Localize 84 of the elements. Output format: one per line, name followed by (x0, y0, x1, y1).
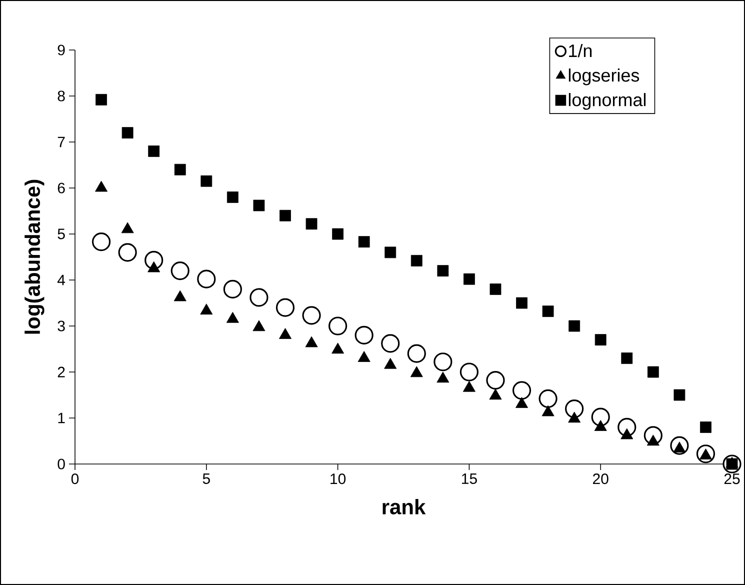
point (121, 222, 134, 234)
point (278, 328, 292, 339)
point (226, 312, 239, 323)
x-tick-label: 10 (330, 474, 346, 484)
point (410, 366, 423, 378)
point (118, 243, 137, 262)
point (434, 352, 452, 372)
point (568, 320, 580, 332)
point (250, 288, 268, 307)
point (462, 380, 476, 392)
point (565, 400, 584, 418)
y-tick-label: 8 (58, 90, 65, 102)
legend-label: logseries (568, 68, 640, 86)
legend-label: lognormal (568, 93, 646, 110)
point (200, 175, 212, 187)
point (381, 334, 400, 353)
point (620, 428, 634, 440)
point (512, 381, 532, 400)
point (328, 316, 348, 336)
point (358, 236, 370, 248)
x-tick-label: 15 (462, 474, 477, 484)
point (437, 265, 449, 276)
y-axis-title: log(abundance) (24, 180, 44, 334)
x-axis-title: rank (382, 498, 426, 514)
point (410, 254, 422, 266)
point (226, 192, 238, 203)
point (276, 298, 295, 317)
x-tick-label: 25 (724, 474, 740, 484)
point (436, 372, 450, 383)
point (674, 389, 686, 401)
y-tick-label: 4 (57, 274, 66, 286)
point (358, 351, 370, 362)
point (407, 344, 426, 363)
point (591, 408, 610, 426)
point (92, 232, 111, 252)
point (647, 366, 659, 378)
point (122, 127, 134, 138)
x-tick-label: 20 (593, 474, 608, 484)
point (332, 342, 344, 354)
point (516, 397, 528, 408)
point (200, 304, 213, 315)
y-tick-label: 3 (58, 320, 65, 332)
y-tick-label: 9 (58, 44, 65, 56)
y-tick-label: 0 (58, 458, 65, 470)
y-tick-label: 7 (58, 136, 65, 148)
point (460, 362, 479, 382)
point (148, 146, 160, 157)
point (568, 412, 581, 423)
point (148, 261, 160, 272)
point (253, 200, 265, 212)
point (170, 262, 190, 280)
point (538, 389, 558, 408)
point (490, 284, 502, 295)
legend-label: 1/n (569, 44, 592, 58)
point (516, 297, 528, 309)
point (700, 422, 712, 433)
x-tick-label: 5 (202, 474, 210, 484)
x-tick-label: 0 (71, 474, 79, 484)
point (464, 273, 475, 285)
point (96, 94, 107, 106)
point (489, 388, 502, 400)
point (384, 246, 396, 258)
y-tick-label: 6 (58, 182, 65, 194)
y-tick-label: 1 (58, 412, 65, 424)
point (197, 270, 216, 288)
point (305, 336, 318, 348)
point (306, 218, 318, 230)
point (542, 405, 554, 416)
point (280, 210, 291, 222)
point (486, 370, 505, 390)
point (542, 306, 554, 317)
point (223, 280, 242, 298)
point (252, 320, 266, 332)
y-tick-label: 5 (58, 228, 65, 240)
point (594, 334, 606, 346)
y-tick-label: 2 (58, 366, 65, 378)
point (332, 228, 344, 240)
point (621, 352, 633, 364)
point (594, 420, 607, 431)
point (302, 306, 321, 325)
point (384, 358, 397, 369)
point (354, 326, 374, 344)
point (174, 164, 186, 176)
point (174, 290, 186, 302)
